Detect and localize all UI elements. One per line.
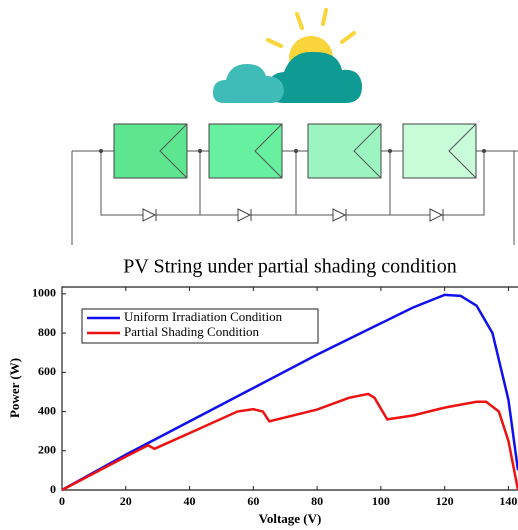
y-tick-label: 600 (38, 364, 56, 378)
chart-title: PV String under partial shading conditio… (123, 256, 457, 278)
y-tick-label: 200 (38, 443, 56, 457)
x-tick-label: 100 (372, 494, 390, 508)
x-tick-label: 0 (59, 494, 65, 508)
x-tick-label: 120 (436, 494, 454, 508)
y-tick-label: 0 (50, 482, 56, 496)
legend-box (81, 308, 319, 344)
x-tick-label: 80 (311, 494, 323, 508)
x-axis-label: Voltage (V) (259, 511, 322, 526)
legend-label: Uniform Irradiation Condition (124, 309, 283, 324)
plot: 0 20 40 60 80 100 120 140 0 200 400 600 800 1000 Unifo… (32, 286, 518, 508)
x-tick-label: 40 (184, 494, 196, 508)
axes-frame (61, 286, 518, 491)
pv-string (71, 123, 518, 245)
weather-icon (212, 8, 363, 103)
y-tick-label: 400 (38, 403, 56, 417)
legend-label: Partial Shading Condition (124, 324, 260, 339)
x-tick-label: 60 (247, 494, 259, 508)
y-tick-label: 800 (38, 325, 56, 339)
y-axis-label: Power (W) (7, 358, 22, 418)
y-tick-label: 1000 (32, 286, 56, 300)
x-tick-label: 20 (120, 494, 132, 508)
series-line (61, 392, 518, 492)
x-tick-label: 140 (499, 494, 517, 508)
series-line (61, 293, 518, 492)
